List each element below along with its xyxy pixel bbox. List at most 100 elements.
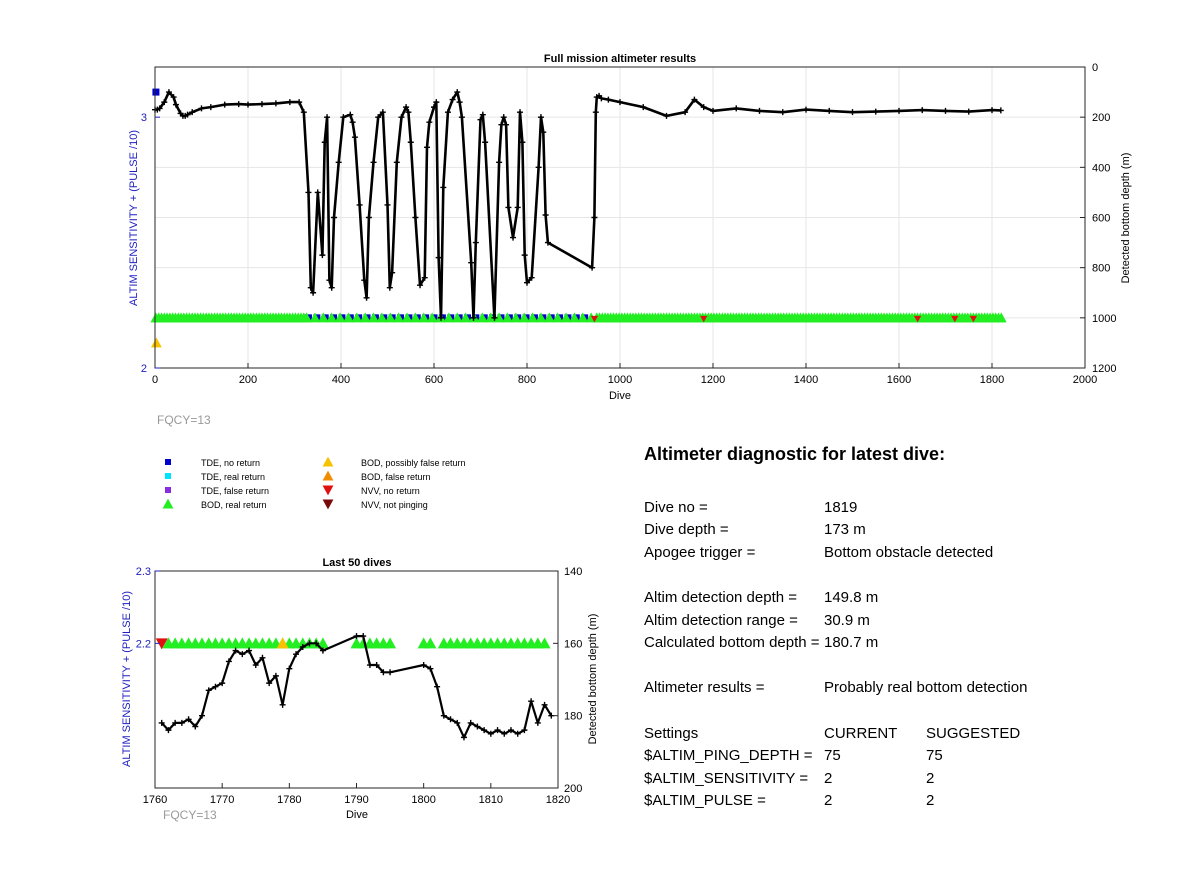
chart1-bottom-depth-point [510, 234, 517, 241]
settings-row-suggested: 2 [926, 769, 935, 787]
chart1-bod-real-return-marker [577, 312, 589, 323]
chart2-bottom-depth-point [380, 669, 387, 676]
chart2-bottom-depth-point [185, 716, 192, 723]
chart1-bottom-depth-point [426, 119, 433, 126]
chart1-bottom-depth-point [437, 314, 444, 321]
chart2-bottom-depth-point [306, 640, 313, 647]
chart2-bottom-depth-point [514, 730, 521, 737]
chart1-bod-real-return-marker [376, 312, 388, 323]
legend-marker-icon [165, 473, 171, 479]
chart2-fqcy-note: FQCY=13 [163, 808, 217, 822]
chart2-bottom-depth-point [360, 633, 367, 640]
chart2-x-tick-label: 1760 [143, 794, 167, 806]
chart2-bottom-depth-point [353, 633, 360, 640]
chart1-bottom-depth-point [356, 201, 363, 208]
chart2-bottom-depth-point [219, 680, 226, 687]
chart1-bottom-depth-point [310, 289, 317, 296]
chart1-x-tick-label: 800 [518, 374, 536, 386]
chart1-bottom-depth-point [172, 101, 179, 108]
chart1-bod-real-return-marker [443, 312, 455, 323]
diagnostic-row: Calculated bottom depth = 180.7 m [644, 632, 1184, 655]
chart1-bottom-depth-point [349, 119, 356, 126]
chart1-bottom-depth-point [393, 159, 400, 166]
settings-rows: $ALTIM_PING_DEPTH = 75 75 $ALTIM_SENSITIVIT… [644, 745, 1184, 813]
chart1-nvv-no-return-marker [700, 315, 708, 323]
legend-item-label: BOD, false return [361, 472, 431, 482]
chart2-x-ticks: 1760 1770 1780 1790 1800 1810 1820 [143, 783, 570, 806]
legend-item: NVV, no return [322, 485, 420, 496]
chart1-bottom-depth-point [589, 264, 596, 271]
chart1-y-right-tick-label: 200 [1092, 112, 1110, 124]
chart1-bottom-depth-point [170, 94, 177, 101]
chart1-bottom-depth-point [435, 254, 442, 261]
legend-marker-icon [322, 470, 334, 481]
settings-row: $ALTIM_PULSE = 2 2 [644, 790, 1184, 813]
legend-item: TDE, false return [165, 486, 269, 496]
legend-item-label: TDE, real return [201, 472, 265, 482]
chart2-bottom-depth-point [366, 662, 373, 669]
chart1-bod-possibly-false-marker [150, 337, 162, 348]
chart1-bottom-depth-point [517, 109, 524, 116]
chart1-x-label: Dive [609, 390, 631, 402]
chart1-bottom-depth-point [458, 114, 465, 121]
chart1-bottom-depth-point [449, 96, 456, 103]
chart1-fqcy-note: FQCY=13 [157, 413, 211, 427]
settings-row-current: 75 [824, 747, 841, 765]
chart1-bod-real-return-marker [334, 312, 346, 323]
chart2-bottom-depth-point [319, 647, 326, 654]
chart2-bottom-depth-point [225, 658, 232, 665]
legend-marker-icon [162, 498, 174, 509]
chart2-y-left-ticks: 2.3 2.2 [136, 566, 160, 650]
chart1-bottom-depth-point [351, 134, 358, 141]
chart1-bottom-depth-point [421, 274, 428, 281]
diagnostic-row-value: Bottom obstacle detected [824, 543, 994, 561]
chart1-y-right-label: Detected bottom depth (m) [1120, 153, 1132, 284]
chart1-bod-real-return-marker [401, 312, 413, 323]
chart2-bottom-depth-line [160, 634, 553, 739]
chart1-x-tick-label: 2000 [1073, 374, 1097, 386]
chart1-bottom-depth-point [592, 109, 599, 116]
chart1-bottom-depth-line [155, 90, 1001, 320]
chart1-y-right-tick-label: 0 [1092, 62, 1098, 74]
chart2-y-right-label: Detected bottom depth (m) [587, 614, 599, 745]
diagnostic-row: Altimeter results = Probably real bottom … [644, 677, 1184, 700]
chart1-tde-no-return-marker [152, 88, 160, 96]
chart1-bottom-depth-point [361, 277, 368, 284]
legend-item: TDE, no return [165, 458, 260, 468]
diagnostic-row-value: 1819 [824, 498, 858, 516]
chart2-bottom-depth-point [246, 647, 253, 654]
full-mission-chart: Full mission altimeter results 0 200 400 60… [128, 53, 1132, 427]
legend-marker-icon [322, 485, 334, 496]
chart1-bottom-depth-point [314, 189, 321, 196]
chart1-bottom-depth-point [919, 107, 926, 114]
chart1-bod-real-return-marker [502, 312, 513, 323]
chart1-y-right-ticks: 0 200 400 600 800 1000 1200 [1080, 62, 1116, 375]
chart2-bottom-depth-point [528, 698, 535, 705]
chart1-bottom-depth-point [403, 104, 410, 111]
chart1-bottom-depth-point [184, 111, 191, 118]
chart1-bottom-depth-point [700, 104, 707, 111]
chart1-bottom-depth-point [733, 105, 740, 112]
chart1-bottom-depth-point [417, 282, 424, 289]
chart1-nvv-no-return-marker [914, 315, 922, 323]
chart1-nvv-no-return-marker [951, 315, 959, 323]
chart1-bottom-depth-point [528, 274, 535, 281]
chart2-bottom-depth-point [172, 719, 179, 726]
diagnostic-row-label: Dive depth = [644, 521, 729, 539]
chart1-bottom-depth-point [286, 99, 293, 106]
chart1-bottom-depth-point [165, 89, 172, 96]
chart1-bottom-depth-point [370, 159, 377, 166]
settings-row: $ALTIM_PING_DEPTH = 75 75 [644, 745, 1184, 768]
chart2-bottom-depth-point [252, 662, 259, 669]
chart1-bottom-depth-point [997, 107, 1004, 114]
chart2-bottom-depth-point [212, 683, 219, 690]
chart2-bod-real-return-marker [316, 637, 329, 649]
chart2-bottom-depth-point [279, 701, 286, 708]
chart1-bottom-depth-point [258, 101, 265, 108]
chart1-y-left-tick-label: 3 [141, 112, 147, 124]
chart2-x-tick-label: 1770 [210, 794, 234, 806]
chart1-bottom-depth-point [389, 269, 396, 276]
chart1-bottom-depth-point [779, 109, 786, 116]
chart1-bottom-depth-point [989, 107, 995, 114]
chart1-bod-real-return-marker [351, 312, 363, 323]
